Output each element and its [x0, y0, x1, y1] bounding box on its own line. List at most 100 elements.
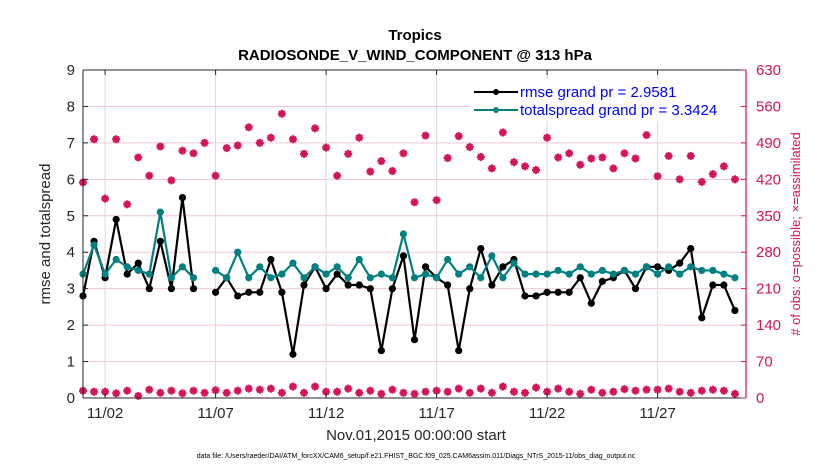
obs-marker-core	[389, 168, 396, 175]
obs-marker-core	[334, 388, 341, 395]
obs-upper-marker	[598, 153, 607, 162]
obs-lower-marker	[244, 384, 253, 393]
obs-marker-core	[477, 153, 484, 160]
obs-lower-marker	[134, 391, 143, 400]
rmse-point	[543, 288, 551, 296]
rmse-point	[410, 336, 419, 344]
totalspread-point	[178, 263, 187, 271]
rmse-point	[267, 255, 275, 264]
rmse-point	[178, 193, 187, 202]
totalspread-point	[654, 270, 662, 278]
obs-lower-marker	[476, 384, 485, 393]
obs-lower-marker	[565, 387, 574, 396]
totalspread-point	[245, 274, 253, 282]
rmse-point	[377, 347, 385, 355]
obs-upper-marker	[532, 165, 541, 174]
obs-marker-core	[654, 173, 661, 180]
obs-marker-core	[345, 385, 352, 392]
obs-lower-marker	[576, 389, 585, 398]
totalspread-point	[609, 270, 618, 278]
obs-marker-core	[676, 176, 683, 183]
rmse-point	[333, 270, 341, 278]
totalspread-point	[720, 270, 728, 278]
obs-lower-marker	[266, 384, 275, 393]
obs-marker-core	[555, 385, 562, 392]
obs-marker-core	[488, 165, 495, 172]
obs-marker-core	[621, 386, 628, 393]
obs-marker-core	[422, 132, 429, 139]
obs-upper-marker	[620, 149, 629, 158]
rmse-point	[466, 285, 474, 293]
obs-marker-core	[477, 385, 484, 392]
totalspread-point	[300, 274, 308, 282]
x-tick-label: 11/12	[308, 405, 344, 422]
totalspread-point	[444, 255, 452, 264]
totalspread-point	[477, 274, 485, 282]
rmse-point	[521, 292, 529, 300]
totalspread-point	[676, 270, 684, 278]
obs-lower-marker	[277, 388, 286, 397]
obs-upper-marker	[266, 133, 275, 142]
obs-marker-core	[312, 125, 319, 132]
totalspread-point	[189, 274, 198, 282]
obs-marker-core	[444, 388, 451, 395]
obs-marker-core	[91, 388, 98, 395]
obs-marker-core	[643, 386, 650, 393]
rmse-point	[189, 285, 198, 293]
obs-lower-marker	[686, 388, 695, 397]
x-tick-label: 11/07	[197, 405, 233, 422]
obs-lower-marker	[333, 387, 342, 396]
obs-upper-marker	[565, 149, 574, 158]
obs-marker-core	[577, 390, 584, 397]
obs-upper-marker	[576, 160, 585, 169]
obs-marker-core	[157, 389, 164, 396]
obs-marker-core	[632, 155, 639, 162]
obs-lower-marker	[675, 387, 684, 396]
legend: rmse grand pr = 2.9581 totalspread grand…	[470, 79, 740, 121]
obs-marker-core	[378, 390, 385, 397]
obs-lower-marker	[200, 388, 209, 397]
rmse-point	[676, 259, 684, 267]
rmse-point	[598, 277, 606, 285]
rmse-point	[554, 288, 562, 296]
y-tick-label: 8	[67, 98, 75, 115]
obs-marker-core	[466, 389, 473, 396]
obs-lower-marker	[388, 385, 397, 394]
obs-upper-marker	[719, 162, 728, 171]
obs-upper-marker	[255, 138, 264, 147]
obs-lower-marker	[344, 384, 353, 393]
obs-upper-marker	[233, 141, 242, 150]
rmse-point	[278, 288, 286, 296]
obs-marker-core	[223, 145, 230, 152]
obs-upper-marker	[730, 175, 739, 184]
obs-marker-core	[709, 171, 716, 178]
rmse-point	[145, 285, 153, 293]
y2-tick-label: 140	[756, 317, 781, 334]
totalspread-point	[112, 255, 120, 264]
obs-upper-marker	[587, 154, 596, 163]
obs-marker-core	[621, 150, 628, 157]
obs-lower-marker	[697, 386, 706, 395]
rmse-point	[488, 281, 496, 289]
y-tick-label: 3	[67, 281, 75, 298]
obs-upper-marker	[90, 135, 99, 144]
rmse-point	[245, 288, 253, 296]
y-tick-label: 2	[67, 317, 75, 334]
obs-marker-core	[433, 387, 440, 394]
totalspread-point	[510, 259, 518, 267]
obs-upper-marker	[200, 138, 209, 147]
totalspread-point	[90, 241, 98, 249]
obs-marker-core	[301, 150, 307, 157]
totalspread-point	[333, 263, 341, 271]
rmse-point	[167, 285, 175, 293]
obs-upper-marker	[123, 200, 132, 209]
obs-marker-core	[278, 389, 285, 396]
obs-lower-marker	[322, 387, 331, 396]
series-layer	[79, 109, 739, 400]
obs-lower-marker	[255, 385, 264, 394]
obs-marker-core	[466, 144, 473, 151]
obs-marker-core	[665, 385, 672, 392]
obs-marker-core	[334, 172, 341, 179]
obs-marker-core	[168, 387, 175, 394]
